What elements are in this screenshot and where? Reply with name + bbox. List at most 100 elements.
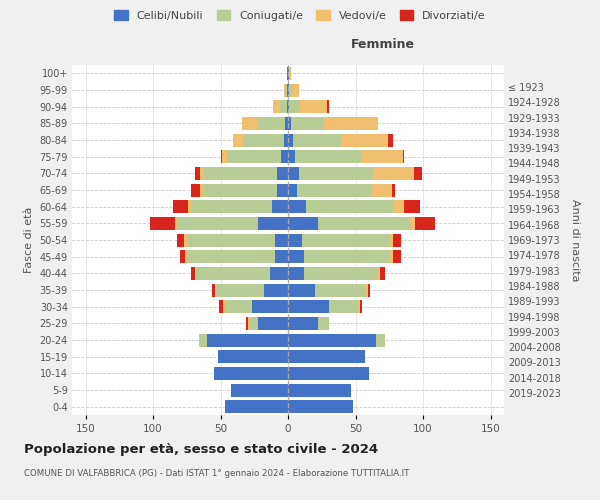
Bar (215, 284, 217, 296)
Bar (329, 300, 358, 313)
Bar (286, 117, 288, 130)
Bar (264, 284, 288, 296)
Bar (191, 184, 200, 196)
Bar (191, 200, 272, 213)
Bar (394, 250, 401, 263)
Bar (341, 134, 388, 146)
Bar (187, 234, 275, 246)
Bar (288, 384, 352, 396)
Bar (288, 350, 365, 363)
Bar (373, 167, 413, 180)
Bar (248, 317, 249, 330)
Bar (214, 367, 288, 380)
Bar (221, 150, 222, 163)
Y-axis label: Fasce di età: Fasce di età (24, 207, 34, 273)
Text: Popolazione per età, sesso e stato civile - 2024: Popolazione per età, sesso e stato civil… (24, 442, 378, 456)
Bar (288, 100, 289, 113)
Bar (203, 167, 277, 180)
Bar (404, 200, 420, 213)
Bar (281, 150, 288, 163)
Bar (379, 267, 380, 280)
Bar (251, 300, 288, 313)
Bar (224, 300, 251, 313)
Bar (178, 234, 184, 246)
Bar (150, 217, 175, 230)
Bar (300, 100, 327, 113)
Bar (394, 200, 404, 213)
Bar (366, 284, 368, 296)
Bar (389, 250, 394, 263)
Bar (290, 117, 325, 130)
Bar (284, 84, 286, 96)
Bar (173, 200, 188, 213)
Bar (392, 184, 395, 196)
Bar (195, 267, 196, 280)
Bar (298, 184, 372, 196)
Bar (207, 334, 288, 346)
Bar (175, 217, 177, 230)
Bar (178, 217, 259, 230)
Bar (284, 134, 288, 146)
Bar (185, 250, 187, 263)
Bar (259, 117, 286, 130)
Bar (359, 300, 362, 313)
Bar (288, 217, 318, 230)
Bar (219, 300, 223, 313)
Bar (212, 284, 215, 296)
Bar (200, 184, 203, 196)
Legend: Celibi/Nubili, Coniugati/e, Vedovi/e, Divorziati/e: Celibi/Nubili, Coniugati/e, Vedovi/e, Di… (110, 6, 490, 25)
Bar (288, 117, 290, 130)
Bar (288, 134, 293, 146)
Bar (288, 150, 295, 163)
Bar (288, 84, 289, 96)
Text: Femmine: Femmine (351, 38, 415, 51)
Bar (242, 117, 259, 130)
Bar (288, 300, 329, 313)
Bar (289, 67, 291, 80)
Bar (275, 234, 288, 246)
Bar (287, 67, 288, 80)
Bar (372, 184, 392, 196)
Bar (196, 267, 271, 280)
Bar (222, 150, 227, 163)
Bar (289, 100, 300, 113)
Bar (288, 367, 369, 380)
Bar (318, 217, 409, 230)
Bar (259, 217, 288, 230)
Bar (415, 217, 435, 230)
Bar (288, 267, 304, 280)
Bar (200, 334, 207, 346)
Bar (223, 300, 224, 313)
Bar (327, 100, 329, 113)
Bar (233, 134, 244, 146)
Bar (289, 84, 292, 96)
Bar (218, 350, 288, 363)
Bar (224, 400, 288, 413)
Bar (275, 250, 288, 263)
Bar (287, 100, 288, 113)
Bar (315, 284, 366, 296)
Bar (277, 184, 288, 196)
Bar (184, 234, 187, 246)
Bar (191, 267, 195, 280)
Bar (277, 167, 288, 180)
Bar (358, 300, 359, 313)
Bar (288, 184, 298, 196)
Bar (292, 84, 299, 96)
Bar (200, 167, 203, 180)
Bar (246, 317, 248, 330)
Bar (380, 267, 385, 280)
Bar (304, 250, 389, 263)
Bar (288, 200, 305, 213)
Text: COMUNE DI VALFABBRICA (PG) - Dati ISTAT 1° gennaio 2024 - Elaborazione TUTTITALI: COMUNE DI VALFABBRICA (PG) - Dati ISTAT … (24, 469, 409, 478)
Bar (288, 284, 315, 296)
Bar (403, 150, 404, 163)
Bar (288, 400, 353, 413)
Bar (288, 317, 318, 330)
Bar (293, 134, 341, 146)
Bar (409, 217, 415, 230)
Bar (271, 267, 288, 280)
Bar (287, 84, 288, 96)
Bar (272, 200, 288, 213)
Bar (288, 250, 304, 263)
